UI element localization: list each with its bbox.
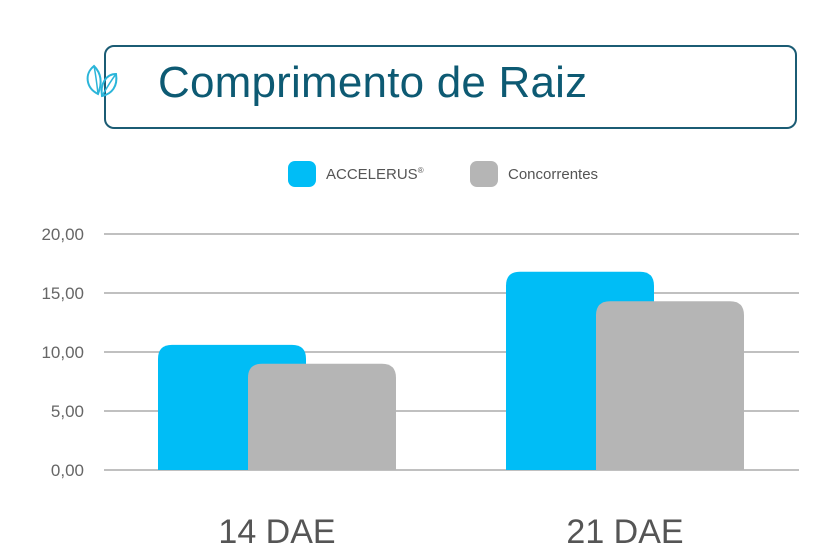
x-category-label: 21 DAE: [566, 513, 683, 551]
bar-concorrentes-1: [248, 363, 396, 470]
title-frame: [104, 45, 797, 129]
x-category-label: 14 DAE: [218, 513, 335, 551]
legend-label-accelerus: ACCELERUS®: [326, 165, 424, 183]
y-tick-label: 10,00: [41, 343, 84, 362]
legend-item-accelerus: ACCELERUS®: [288, 160, 424, 188]
y-tick-label: 0,00: [51, 461, 84, 480]
leaf-icon: [86, 64, 118, 98]
legend-swatch-accelerus: [288, 161, 316, 187]
y-tick-label: 15,00: [41, 284, 84, 303]
legend-item-concorrentes: Concorrentes: [470, 160, 598, 188]
chart-title: Comprimento de Raiz: [158, 58, 588, 107]
legend-label-concorrentes: Concorrentes: [508, 165, 599, 183]
bar-concorrentes-2: [596, 301, 744, 470]
y-tick-label: 5,00: [51, 402, 84, 421]
y-tick-label: 20,00: [41, 225, 84, 244]
legend-swatch-concorrentes: [470, 161, 498, 187]
